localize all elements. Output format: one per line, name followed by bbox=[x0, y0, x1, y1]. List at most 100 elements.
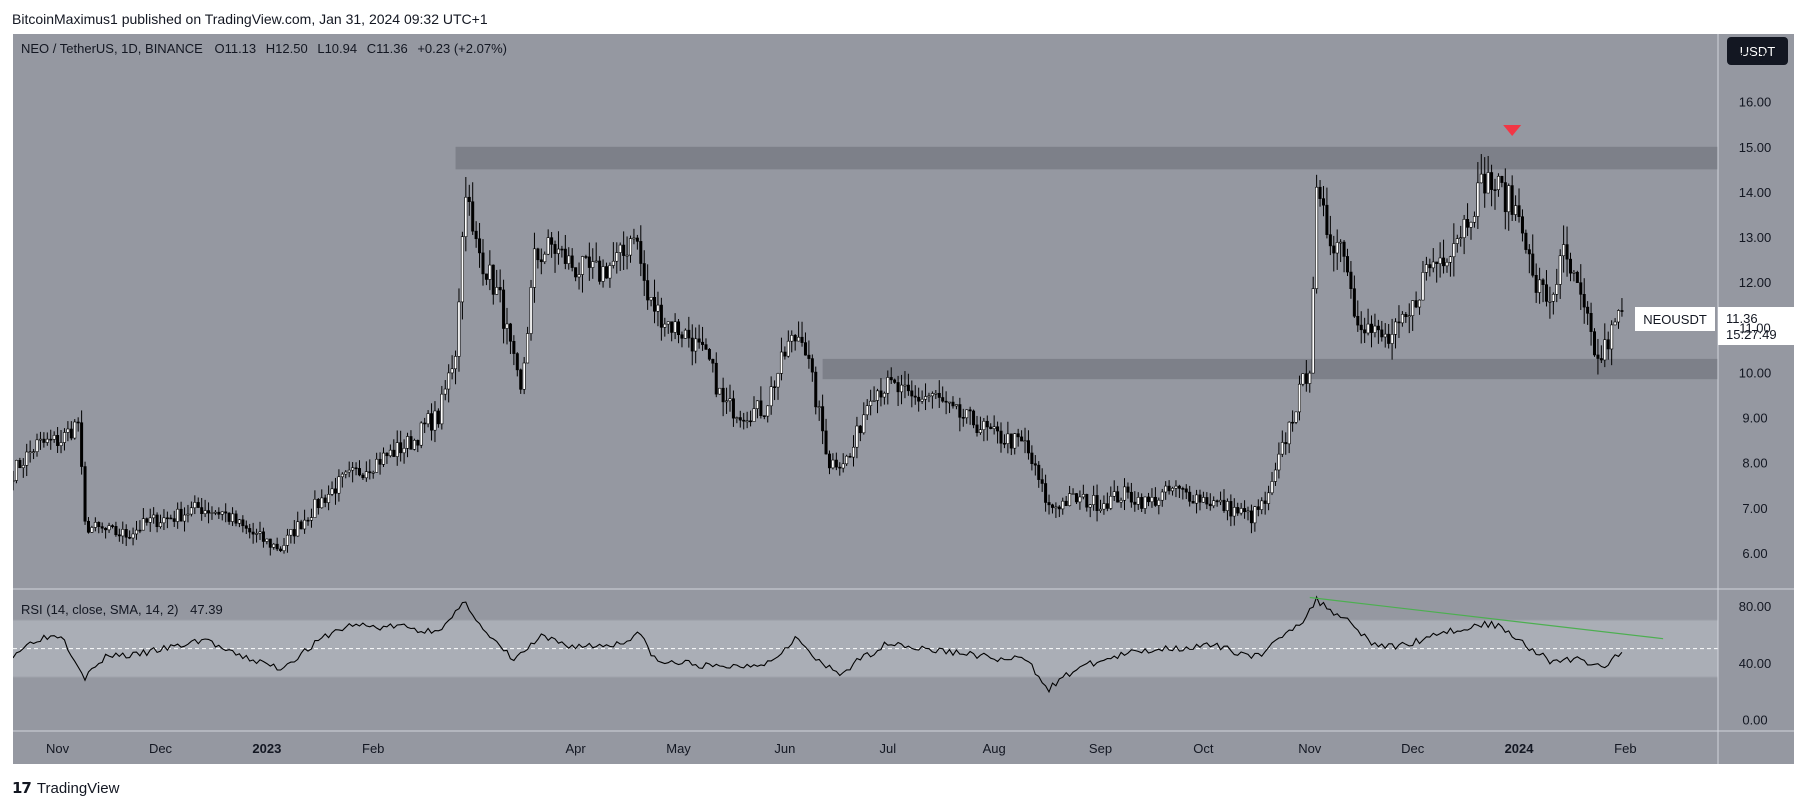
candle-body bbox=[546, 237, 550, 255]
price-tick-label: 7.00 bbox=[1742, 501, 1767, 516]
candle bbox=[1466, 203, 1470, 236]
candle-body bbox=[1133, 501, 1137, 505]
tradingview-logo[interactable]: 17 TradingView bbox=[12, 779, 119, 797]
candle bbox=[759, 386, 763, 419]
candle bbox=[749, 410, 753, 427]
candle bbox=[179, 501, 183, 522]
candle bbox=[306, 517, 310, 526]
candle bbox=[1195, 489, 1199, 514]
candle bbox=[471, 182, 475, 235]
candle bbox=[388, 444, 392, 458]
chart-frame[interactable]: NEO / TetherUS, 1D, BINANCE O11.13 H12.5… bbox=[13, 34, 1794, 764]
candle-body bbox=[186, 513, 190, 516]
tradingview-brand: TradingView bbox=[36, 779, 120, 797]
bearish-marker-icon[interactable] bbox=[1503, 125, 1522, 137]
candle-body bbox=[128, 536, 132, 539]
candle-body bbox=[237, 519, 241, 524]
rsi-legend[interactable]: RSI (14, close, SMA, 14, 2) 47.39 bbox=[21, 602, 223, 617]
candle bbox=[718, 387, 722, 395]
candle bbox=[447, 364, 451, 403]
candle-body bbox=[165, 517, 169, 520]
candle-body bbox=[210, 512, 214, 514]
candle-body bbox=[951, 401, 955, 407]
candle bbox=[608, 262, 612, 288]
currency-button-label[interactable]: USDT bbox=[1740, 44, 1775, 59]
candle bbox=[598, 256, 602, 285]
candle-body bbox=[1294, 411, 1298, 423]
candle bbox=[1579, 264, 1583, 310]
price-tick-label: 6.00 bbox=[1742, 546, 1767, 561]
candle bbox=[1085, 493, 1089, 512]
candle-body bbox=[1572, 271, 1576, 274]
candle bbox=[954, 404, 958, 410]
candle bbox=[714, 352, 718, 398]
candle-body bbox=[285, 534, 289, 546]
price-tick-label: 10.00 bbox=[1739, 365, 1772, 380]
candle-body bbox=[508, 323, 512, 342]
candle-body bbox=[1068, 493, 1072, 506]
symbol-legend[interactable]: NEO / TetherUS, 1D, BINANCE O11.13 H12.5… bbox=[21, 41, 507, 56]
candle bbox=[711, 358, 715, 373]
candle-body bbox=[999, 430, 1003, 444]
candle-body bbox=[1023, 440, 1027, 442]
candle-body bbox=[924, 396, 928, 400]
candle-body bbox=[1140, 497, 1144, 509]
support-zone[interactable] bbox=[822, 358, 1718, 380]
candle-body bbox=[282, 545, 286, 552]
rsi-line[interactable] bbox=[13, 595, 1623, 694]
candle-body bbox=[52, 435, 56, 440]
candle bbox=[615, 242, 619, 274]
candle bbox=[14, 459, 18, 484]
currency-button[interactable]: USDT bbox=[1727, 37, 1788, 65]
candle-body bbox=[827, 453, 831, 469]
candle bbox=[1205, 492, 1209, 510]
candle-body bbox=[1370, 323, 1374, 333]
candle-body bbox=[642, 263, 646, 281]
candle bbox=[255, 528, 259, 543]
resistance-zone[interactable] bbox=[455, 146, 1718, 170]
price-tick-label: 9.00 bbox=[1742, 411, 1767, 426]
candle bbox=[409, 430, 413, 450]
candle bbox=[1232, 498, 1236, 526]
candle-body bbox=[135, 529, 139, 535]
candle-body bbox=[440, 393, 444, 425]
candle-body bbox=[347, 469, 351, 473]
candle-body bbox=[217, 511, 221, 515]
candle bbox=[141, 508, 145, 531]
candle bbox=[913, 385, 917, 405]
candle bbox=[1345, 248, 1349, 277]
candle bbox=[1068, 485, 1072, 507]
candle-body bbox=[258, 531, 262, 534]
candle bbox=[560, 245, 564, 258]
candle bbox=[1236, 502, 1240, 516]
time-tick-label: Dec bbox=[1401, 741, 1425, 756]
candle-body bbox=[14, 460, 18, 481]
candle-body bbox=[502, 289, 506, 329]
candle bbox=[382, 447, 386, 467]
candle-body bbox=[711, 358, 715, 364]
candle-body bbox=[1191, 501, 1195, 504]
candle-body bbox=[313, 498, 317, 518]
candle-body bbox=[1219, 499, 1223, 503]
candle-body bbox=[1239, 508, 1243, 514]
candle bbox=[1411, 300, 1415, 331]
candle-body bbox=[196, 502, 200, 508]
candle-body bbox=[1335, 242, 1339, 254]
candle bbox=[169, 514, 173, 520]
candle-body bbox=[1435, 261, 1439, 264]
candle-body bbox=[1414, 300, 1418, 308]
candle bbox=[632, 228, 636, 245]
candle-body bbox=[467, 196, 471, 203]
rsi-trendline[interactable] bbox=[1309, 596, 1664, 640]
candle-body bbox=[316, 498, 320, 509]
candle-body bbox=[1472, 216, 1476, 223]
candle bbox=[1448, 255, 1452, 277]
price-chart-svg[interactable]: NEO / TetherUS, 1D, BINANCE O11.13 H12.5… bbox=[13, 34, 1794, 764]
candle-body bbox=[375, 458, 379, 473]
candle-body bbox=[1400, 313, 1404, 324]
candle bbox=[430, 403, 434, 441]
candle bbox=[1040, 468, 1044, 492]
candle-body bbox=[601, 266, 605, 282]
candle-body bbox=[447, 372, 451, 390]
candle bbox=[323, 494, 327, 508]
